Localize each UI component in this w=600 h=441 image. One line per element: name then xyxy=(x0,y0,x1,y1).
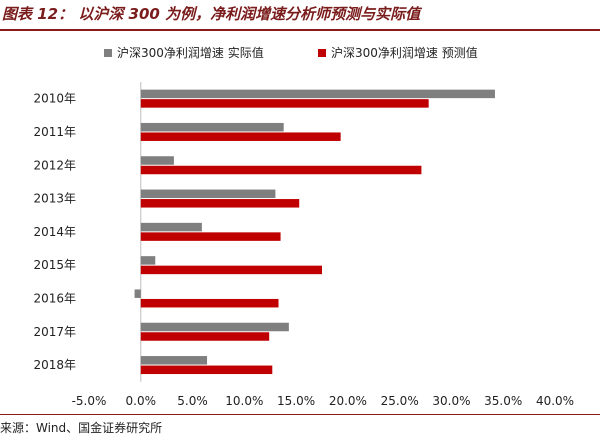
x-tick-label: -5.0% xyxy=(72,394,107,408)
category-label: 2012年 xyxy=(33,158,76,172)
category-label: 2014年 xyxy=(33,225,76,239)
bar-actual xyxy=(140,222,202,232)
legend-swatch-actual xyxy=(104,48,112,57)
chart-legend: 沪深300净利润增速 实际值 沪深300净利润增速 预测值 xyxy=(0,44,600,64)
x-tick-label: 15.0% xyxy=(277,394,315,408)
category-label: 2013年 xyxy=(33,192,76,206)
title-bar: 图表 12： 以沪深 300 为例，净利润增速分析师预测与实际值 xyxy=(0,0,600,31)
category-label: 2015年 xyxy=(33,258,76,272)
bar-forecast xyxy=(140,199,300,208)
title-divider xyxy=(0,29,600,31)
bar-forecast xyxy=(140,265,322,275)
bar-actual xyxy=(140,256,156,265)
source-divider xyxy=(0,414,600,415)
bar-forecast xyxy=(140,232,281,241)
bar-actual xyxy=(140,356,208,365)
bar-actual xyxy=(134,289,141,298)
legend-label-actual: 沪深300净利润增速 实际值 xyxy=(117,46,264,60)
bar-actual xyxy=(140,156,174,165)
x-tick-label: 30.0% xyxy=(432,394,470,408)
x-tick-label: 40.0% xyxy=(536,394,574,408)
category-label: 2016年 xyxy=(33,291,76,305)
legend-label-forecast: 沪深300净利润增速 预测值 xyxy=(331,46,478,60)
bar-forecast xyxy=(140,298,279,308)
bar-forecast xyxy=(140,132,341,141)
category-label: 2011年 xyxy=(33,125,76,139)
x-tick-label: 10.0% xyxy=(225,394,263,408)
legend-swatch-forecast xyxy=(318,48,326,57)
x-tick-label: 5.0% xyxy=(177,394,208,408)
bar-forecast xyxy=(140,99,429,108)
source-note: 来源：Wind、国金证券研究所 xyxy=(0,421,163,435)
bar-actual xyxy=(140,122,284,132)
legend-item-actual: 沪深300净利润增速 实际值 xyxy=(104,44,264,61)
bar-actual xyxy=(140,189,276,199)
bar-actual xyxy=(140,322,289,332)
bar-forecast xyxy=(140,365,273,375)
x-tick-label: 20.0% xyxy=(329,394,367,408)
x-tick-label: 35.0% xyxy=(484,394,522,408)
bar-actual xyxy=(140,89,495,99)
bar-forecast xyxy=(140,332,270,341)
category-label: 2010年 xyxy=(33,92,76,106)
category-label: 2018年 xyxy=(33,358,76,372)
x-tick-label: 25.0% xyxy=(381,394,419,408)
bar-forecast xyxy=(140,165,422,175)
page-title: 图表 12： 以沪深 300 为例，净利润增速分析师预测与实际值 xyxy=(2,5,421,23)
x-tick-label: 0.0% xyxy=(126,394,157,408)
legend-item-forecast: 沪深300净利润增速 预测值 xyxy=(318,44,478,61)
category-label: 2017年 xyxy=(33,325,76,339)
